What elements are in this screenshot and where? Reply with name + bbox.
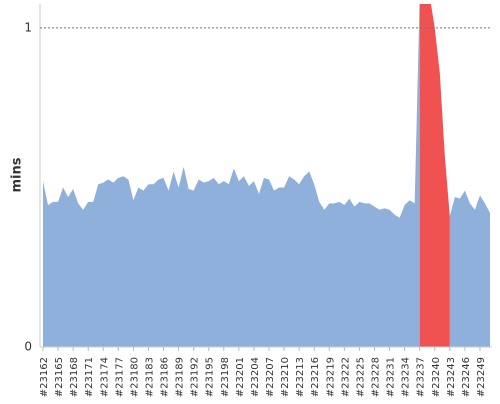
x-tick-label: #23189: [175, 357, 186, 397]
x-tick-label: #23204: [250, 357, 261, 397]
x-tick-label: #23231: [386, 357, 397, 397]
x-tick-label: #23246: [461, 357, 472, 397]
x-tick-label: #23219: [325, 357, 336, 397]
y-tick-label: 1: [24, 20, 32, 34]
x-tick-label: #23240: [431, 357, 442, 397]
x-tick-label: #23222: [340, 357, 351, 397]
x-tick-label: #23162: [39, 357, 50, 397]
x-tick-label: #23213: [295, 357, 306, 397]
x-tick-label: #23171: [84, 357, 95, 397]
x-tick-label: #23186: [160, 357, 171, 397]
x-tick-label: #23243: [446, 357, 457, 397]
x-tick-label: #23177: [114, 357, 125, 397]
x-tick-label: #23249: [476, 357, 487, 397]
area: [419, 4, 450, 347]
x-tick-label: #23216: [310, 357, 321, 397]
x-tick-label: #23198: [220, 357, 231, 397]
x-tick-label: #23168: [69, 357, 80, 397]
y-tick-label: 0: [24, 340, 32, 354]
x-tick-label: #23183: [144, 357, 155, 397]
x-tick-label: #23201: [235, 357, 246, 397]
x-tick-label: #23192: [190, 357, 201, 397]
x-tick-label: #23210: [280, 357, 291, 397]
x-tick-label: #23195: [205, 357, 216, 397]
x-tick-label: #23228: [370, 357, 381, 397]
plot-area: [43, 4, 490, 347]
x-tick-label: #23174: [99, 357, 110, 397]
x-tick-label: #23165: [54, 357, 65, 397]
x-tick-label: #23180: [129, 357, 140, 397]
area: [43, 4, 490, 347]
y-axis-label: mins: [10, 157, 25, 192]
x-tick-label: #23237: [416, 357, 427, 397]
x-tick-label: #23225: [355, 357, 366, 397]
x-tick-label: #23234: [401, 357, 412, 397]
x-tick-label: #23207: [265, 357, 276, 397]
